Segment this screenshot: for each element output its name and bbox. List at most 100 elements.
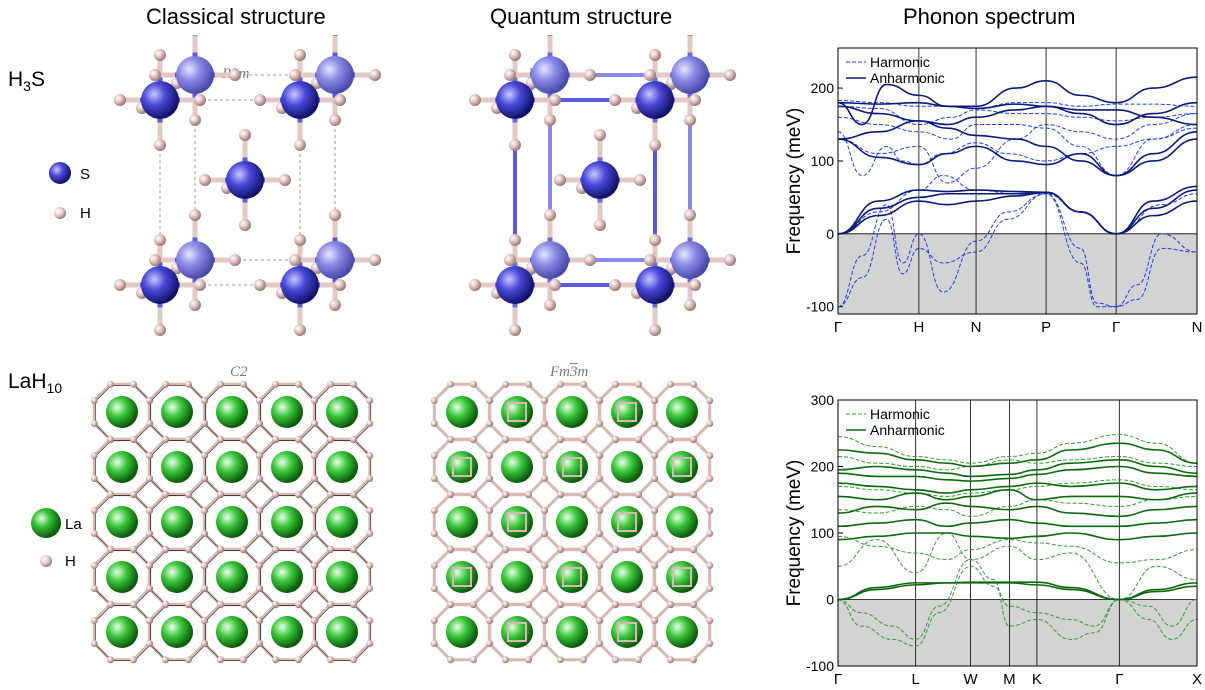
bond — [258, 383, 277, 402]
hydrogen-atom — [594, 129, 606, 141]
bond — [95, 440, 112, 457]
bond — [242, 532, 261, 551]
hydrogen-atom — [650, 639, 658, 647]
hydrogen-atom — [524, 380, 532, 388]
sulfur-atom — [671, 56, 709, 94]
hydrogen-atom — [145, 397, 153, 405]
x-tick-label: W — [964, 671, 979, 688]
hydrogen-atom — [430, 507, 438, 515]
bond — [205, 440, 222, 457]
hydrogen-atom — [557, 545, 565, 553]
bond — [543, 477, 562, 496]
hydrogen-atom — [217, 490, 225, 498]
bond — [582, 477, 601, 496]
bond — [598, 548, 617, 567]
bond — [203, 548, 222, 567]
hydrogen-atom — [706, 507, 714, 515]
hydrogen-atom — [255, 397, 263, 405]
hydrogen-atom — [294, 490, 302, 498]
bond — [488, 587, 507, 606]
lanthanum-atom — [501, 451, 533, 483]
hydrogen-atom — [90, 452, 98, 460]
hydrogen-atom — [162, 490, 170, 498]
series-branch-anharmonic — [838, 185, 1197, 235]
bond — [433, 477, 452, 496]
hydrogen-atom — [540, 507, 548, 515]
hydrogen-atom — [540, 529, 548, 537]
hydrogen-atom — [229, 254, 241, 266]
hydrogen-atom — [706, 562, 714, 570]
hydrogen-atom — [706, 397, 714, 405]
lanthanum-atom — [556, 561, 588, 593]
hydrogen-atom — [310, 562, 318, 570]
hydrogen-atom — [366, 617, 374, 625]
hydrogen-atom — [649, 49, 661, 61]
bond — [472, 532, 491, 551]
hydrogen-atom — [129, 656, 137, 664]
bond — [297, 422, 316, 441]
hydrogen-atom — [162, 600, 170, 608]
x-tick-label: K — [1032, 671, 1042, 688]
lanthanum-atom — [556, 506, 588, 538]
hydrogen-atom — [255, 617, 263, 625]
hydrogen-atom — [485, 397, 493, 405]
lanthanum-atom — [446, 396, 478, 428]
lanthanum-atom — [326, 451, 358, 483]
hydrogen-atom — [684, 299, 696, 311]
hydrogen-atom — [634, 174, 646, 186]
lanthanum-atom — [216, 451, 248, 483]
hydrogen-atom — [294, 139, 306, 151]
hydrogen-atom — [255, 452, 263, 460]
hydrogen-atom — [200, 507, 208, 515]
h3s-classical-structure — [114, 35, 381, 336]
legend-label: Harmonic — [870, 54, 930, 70]
bond — [653, 383, 672, 402]
bond — [527, 603, 546, 622]
hydrogen-atom — [272, 435, 280, 443]
hydrogen-atom — [544, 114, 556, 126]
y-axis-label: Frequency (meV) — [784, 108, 805, 255]
bond — [134, 589, 151, 606]
hydrogen-atom — [649, 139, 661, 151]
lanthanum-atom — [611, 506, 643, 538]
hydrogen-atom — [706, 584, 714, 592]
bond — [488, 438, 507, 457]
hydrogen-atom — [447, 490, 455, 498]
bond — [637, 493, 656, 512]
lanthanum-atom — [556, 396, 588, 428]
hydrogen-atom — [107, 435, 115, 443]
hydrogen-atom — [184, 490, 192, 498]
bond — [242, 587, 261, 606]
hydrogen-atom — [310, 507, 318, 515]
hydrogen-atom — [334, 279, 346, 291]
hydrogen-atom — [334, 94, 346, 106]
bond — [299, 424, 316, 441]
bond — [244, 479, 261, 496]
spacegroup-label-lah10-classical: C2 — [230, 364, 248, 381]
bond — [637, 603, 656, 622]
bond — [352, 532, 371, 551]
hydrogen-cage — [617, 512, 637, 532]
bond — [299, 589, 316, 606]
hydrogen-atom — [129, 545, 137, 553]
sulfur-atom — [636, 266, 674, 304]
legend-label: Harmonic — [870, 406, 930, 422]
bond — [205, 550, 222, 567]
lanthanum-atom — [216, 396, 248, 428]
bond — [352, 587, 371, 606]
hydrogen-atom — [447, 545, 455, 553]
hydrogen-atom — [689, 435, 697, 443]
bond — [203, 383, 222, 402]
bond — [148, 438, 167, 457]
hydrogen-atom — [447, 656, 455, 664]
lanthanum-atom — [446, 616, 478, 648]
hydrogen-atom — [502, 435, 510, 443]
hydrogen-atom — [154, 324, 166, 336]
bond — [527, 477, 546, 496]
lanthanum-atom — [556, 451, 588, 483]
hydrogen-atom — [524, 656, 532, 664]
bond — [187, 642, 206, 661]
lah10-quantum-structure — [430, 380, 714, 664]
lanthanum-atom — [446, 561, 478, 593]
hydrogen-atom — [612, 435, 620, 443]
